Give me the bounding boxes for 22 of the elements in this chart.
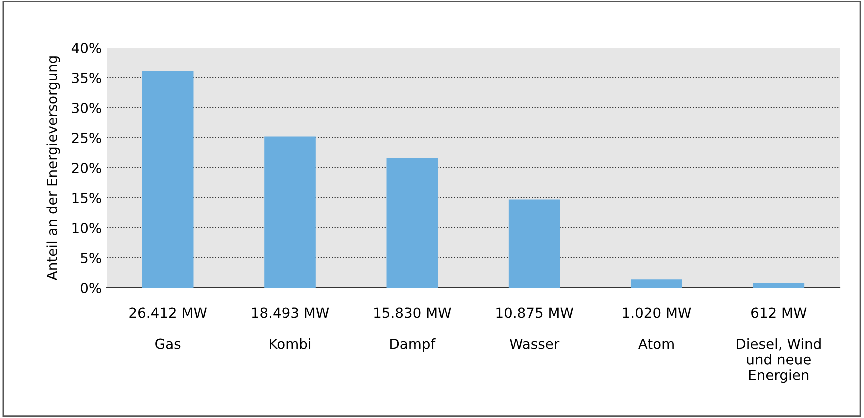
bar: [508, 200, 560, 288]
bar: [264, 136, 316, 288]
bar: [631, 280, 682, 288]
category-label: 10.875 MW Wasser: [496, 308, 574, 350]
y-tick-label: 15%: [72, 192, 102, 204]
bar: [753, 283, 805, 288]
category-label: 15.830 MW Dampf: [374, 308, 452, 352]
bar: [142, 71, 194, 288]
y-tick-label: 0%: [81, 282, 102, 294]
category-label: 1.020 MW Atom: [623, 308, 692, 350]
y-tick-label: 5%: [81, 252, 102, 264]
category-label: 26.412 MW Gas: [130, 308, 207, 350]
y-tick-label: 20%: [72, 162, 102, 174]
y-tick-label: 25%: [72, 132, 102, 144]
y-tick-label: 40%: [72, 42, 102, 54]
y-axis-title: Anteil an der Energieversorgung: [46, 56, 60, 281]
category-label: 18.493 MW Kombi: [252, 308, 330, 350]
category-label: 612 MW Diesel, Wind und neue Energien: [737, 308, 821, 384]
y-tick-label: 30%: [72, 102, 102, 114]
y-tick-label: 35%: [72, 72, 102, 84]
y-tick-label: 10%: [72, 222, 102, 234]
bar: [386, 158, 438, 288]
